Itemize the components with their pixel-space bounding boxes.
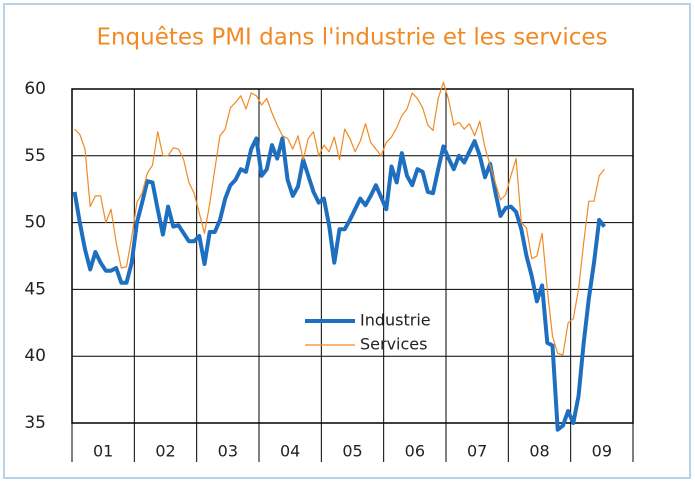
legend-label: Services: [360, 335, 427, 354]
x-tick-label: 09: [592, 442, 612, 461]
x-tick-label: 05: [342, 442, 362, 461]
y-tick-label: 40: [24, 346, 46, 366]
x-tick-label: 01: [93, 442, 113, 461]
plot-frame: [71, 88, 634, 424]
y-tick-label: 60: [24, 79, 46, 99]
series-line: [72, 136, 606, 432]
chart-title: Enquêtes PMI dans l'industrie et les ser…: [96, 25, 607, 51]
series-line: [74, 81, 605, 356]
x-tick-label: 08: [529, 442, 549, 461]
x-tick-label: 04: [280, 442, 300, 461]
x-tick-label: 02: [155, 442, 175, 461]
x-tick-label: 07: [467, 442, 487, 461]
frame: [3, 3, 691, 479]
y-tick-label: 35: [24, 413, 46, 433]
y-tick-label: 45: [24, 279, 46, 299]
x-tick-label: 03: [218, 442, 238, 461]
legend-label: Industrie: [360, 311, 431, 330]
x-tick-label: 06: [405, 442, 425, 461]
y-tick-label: 50: [24, 213, 46, 233]
y-tick-label: 55: [24, 146, 46, 166]
